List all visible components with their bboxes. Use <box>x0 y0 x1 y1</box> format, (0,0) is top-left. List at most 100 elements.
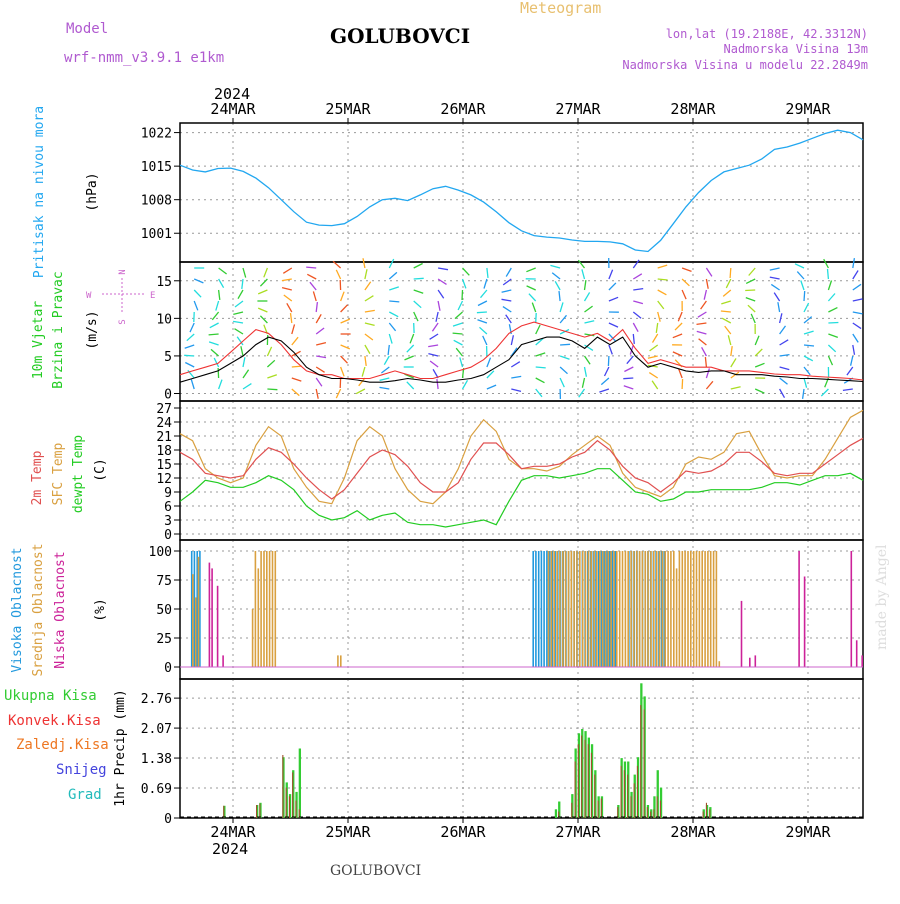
wind-arrow <box>287 303 292 312</box>
wind-arrow <box>730 268 731 278</box>
wind-arrow <box>292 378 302 381</box>
wind-arrow <box>749 268 756 276</box>
wind-arrow <box>194 301 198 310</box>
wind-arrow <box>536 367 546 368</box>
wind-arrow <box>623 378 633 379</box>
ytick-label-5: 15 <box>156 458 172 473</box>
wind-arrow <box>292 366 302 367</box>
precip-conv-bar <box>581 736 582 819</box>
wind-arrow <box>585 306 593 312</box>
ytick-label-1: 5 <box>164 350 172 365</box>
wind-arrow <box>527 286 536 290</box>
precip-conv-bar <box>640 705 641 818</box>
wind-arrow <box>511 335 513 345</box>
wind-arrow <box>307 274 316 279</box>
wind-arrow <box>341 356 348 363</box>
wind-arrow <box>506 268 511 277</box>
wind-arrow <box>682 268 691 271</box>
precip-conv-bar <box>706 803 707 818</box>
wind-arrow <box>682 379 683 389</box>
footer-title: GOLUBOVCI <box>330 863 421 879</box>
wind-arrow <box>267 347 271 356</box>
wind-arrow <box>821 389 828 396</box>
model-value: wrf-nmm_v3.9.1 e1km <box>64 50 224 66</box>
wind-arrow <box>699 339 707 345</box>
model-altitude: Nadmorska Visina u modelu 22.2849m <box>622 58 868 72</box>
wind-arrow <box>608 356 609 366</box>
lonlat: lon,lat (19.2188E, 42.3312N) <box>666 27 868 41</box>
wind-arrow <box>365 310 375 312</box>
ytick-label-7: 21 <box>156 430 172 445</box>
wind-arrow <box>502 299 512 301</box>
precip-conv-label: Konvek.Kisa <box>8 713 101 729</box>
wind-arrow <box>731 387 741 389</box>
ytick-label-2: 1.38 <box>141 752 172 767</box>
wind-arrow <box>828 294 835 302</box>
grad-label: Grad <box>68 787 102 803</box>
precip-total-bar <box>555 809 557 818</box>
wind-arrow <box>211 349 219 356</box>
bottom-day-2: 26MAR <box>440 823 486 841</box>
wind-arrow <box>359 378 365 386</box>
ytick-label-9: 27 <box>156 402 172 417</box>
wind-arrow <box>410 334 414 343</box>
wind-arrow <box>407 345 414 352</box>
compass-w: W <box>86 291 92 301</box>
wind-arrow <box>310 282 316 290</box>
wind-arrow <box>428 345 438 347</box>
precip-conv-bar <box>598 801 599 818</box>
wind-arrow <box>316 389 318 399</box>
wind-arrow <box>682 290 686 299</box>
wind-arrow <box>658 265 668 268</box>
wind-arrow <box>728 335 731 345</box>
wind-arrow <box>453 333 463 334</box>
ytick-label-6: 18 <box>156 444 172 459</box>
ytick-label-3: 2.07 <box>141 722 172 737</box>
wind-arrow <box>365 269 367 279</box>
wind-arrow <box>218 368 219 378</box>
wind-arrow <box>633 289 643 290</box>
wind-arrow <box>389 272 397 279</box>
compass-e: E <box>150 291 155 301</box>
precip-unit: 1hr Precip (mm) <box>113 689 128 806</box>
wind-arrow <box>292 324 295 334</box>
wind-arrow <box>194 279 203 283</box>
wind-arrow <box>233 321 243 323</box>
wind-arrow <box>675 323 682 330</box>
wind-arrow <box>365 323 375 325</box>
wind-arrow <box>804 331 814 334</box>
wind-arrow <box>585 280 586 290</box>
wind-arrow <box>605 367 609 376</box>
wind-arrow <box>624 367 633 372</box>
wind-arrow <box>755 349 762 356</box>
compass-s: S <box>118 319 128 324</box>
temp-unit: (C) <box>93 458 108 481</box>
wind-arrow <box>678 312 682 321</box>
wind-arrow <box>316 328 324 334</box>
top-day-2: 26MAR <box>440 100 486 118</box>
wind-arrow <box>609 283 616 290</box>
ytick-label-4: 12 <box>156 472 172 487</box>
wind-arrow <box>853 323 861 329</box>
wind-arrow <box>797 272 804 279</box>
wind-arrow <box>599 389 609 392</box>
wind-arrow <box>219 380 222 389</box>
wind-arrow <box>238 290 243 299</box>
wind-arrow <box>721 301 731 304</box>
wind-arrow <box>260 279 267 286</box>
wind-arrow <box>559 291 560 301</box>
wind-arrow <box>414 278 424 279</box>
wind-arrow <box>258 290 267 294</box>
wind-arrow <box>853 284 861 290</box>
ytick-label-1: 0.69 <box>141 782 172 797</box>
precip-conv-bar <box>703 812 704 819</box>
precip-conv-bar <box>289 796 290 818</box>
wind-arrow <box>704 290 706 300</box>
wind-arrow <box>267 389 277 390</box>
precip-conv-bar <box>657 796 658 818</box>
wind-arrow <box>748 305 755 312</box>
wind-arrow <box>389 334 392 344</box>
ytick-label-0: 0 <box>164 661 172 676</box>
